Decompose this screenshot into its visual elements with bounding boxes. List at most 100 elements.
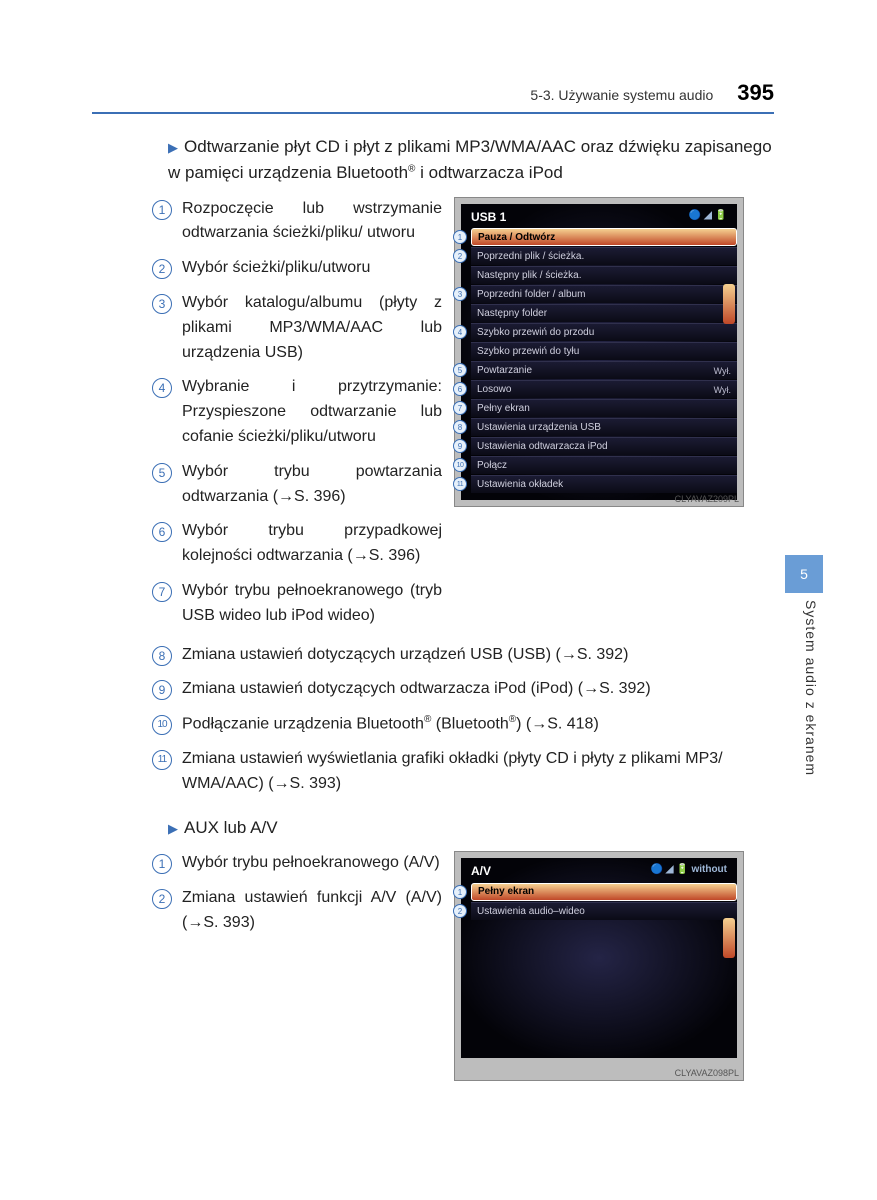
number-circle-icon: 1 — [152, 200, 172, 220]
menu-button[interactable]: Ustawienia odtwarzacza iPod — [471, 437, 737, 455]
list-item: 9 Zmiana ustawień dotyczących odtwarzacza… — [152, 677, 772, 702]
section-title: 5-3. Używanie systemu audio — [530, 87, 713, 103]
menu-button-label: Ustawienia audio–wideo — [477, 906, 585, 917]
scroll-handle-icon — [723, 918, 735, 958]
callout-number-icon: 2 — [453, 904, 467, 918]
list-item-text: Wybranie i przytrzymanie: Przyspieszone … — [182, 375, 442, 449]
callout-number-icon: 3 — [453, 287, 467, 301]
menu-button[interactable]: Pełny ekran — [471, 883, 737, 901]
number-circle-icon: 9 — [152, 680, 172, 700]
callout-number-icon: 7 — [453, 401, 467, 415]
menu-button[interactable]: Szybko przewiń do przodu — [471, 323, 737, 341]
number-circle-icon: 8 — [152, 646, 172, 666]
menu-button[interactable]: Pełny ekran — [471, 399, 737, 417]
number-circle-icon: 2 — [152, 259, 172, 279]
menu-button[interactable]: LosowoWył. — [471, 380, 737, 398]
screen-title: USB 1 — [471, 210, 506, 224]
menu-button-label: Szybko przewiń do przodu — [477, 327, 594, 338]
number-circle-icon: 2 — [152, 889, 172, 909]
callout-number-icon: 1 — [453, 885, 467, 899]
callout-number-icon: 5 — [453, 363, 467, 377]
menu-button-label: Następny folder — [477, 308, 547, 319]
list-item-text: Wybór trybu pełnoekranowego (tryb USB wi… — [182, 579, 442, 629]
menu-row: 7Pełny ekran — [461, 399, 737, 418]
menu-button[interactable]: PowtarzanieWył. — [471, 361, 737, 379]
menu-button[interactable]: Połącz — [471, 456, 737, 474]
callout-number-icon: 1 — [453, 230, 467, 244]
number-circle-icon: 11 — [152, 750, 172, 770]
number-circle-icon: 3 — [152, 294, 172, 314]
section-a-heading: ▶Odtwarzanie płyt CD i płyt z plikami MP… — [168, 134, 774, 187]
av-screenshot: A/V 🔵 ◢ 🔋 without 1Pełny ekran2Ustawieni… — [454, 851, 744, 1081]
screen-title: A/V — [471, 864, 491, 878]
list-item-text: Wybór trybu powtarzania odtwarzania (→S.… — [182, 460, 442, 510]
menu-button-label: Powtarzanie — [477, 365, 532, 376]
menu-button-label: Następny plik / ścieżka. — [477, 270, 582, 281]
scroll-handle-icon — [723, 284, 735, 324]
list-item-text: Zmiana ustawień dotyczących odtwarzacza … — [182, 677, 651, 702]
number-circle-icon: 4 — [152, 378, 172, 398]
chapter-label: System audio z ekranem — [803, 600, 819, 776]
list-item: 3 Wybór katalogu/albumu (płyty z plikami … — [152, 291, 442, 365]
list-item-text: Wybór katalogu/albumu (płyty z plikami M… — [182, 291, 442, 365]
menu-button-label: Pełny ekran — [477, 403, 530, 414]
menu-row: Szybko przewiń do tyłu — [461, 342, 737, 361]
menu-row: 1Pauza / Odtwórz — [461, 228, 737, 247]
status-icons: 🔵 ◢ 🔋 without — [651, 864, 727, 878]
menu-button[interactable]: Ustawienia urządzenia USB — [471, 418, 737, 436]
menu-button[interactable]: Pauza / Odtwórz — [471, 228, 737, 246]
menu-row: Następny folder — [461, 304, 737, 323]
menu-button-label: Pauza / Odtwórz — [478, 232, 555, 243]
menu-button-label: Pełny ekran — [478, 886, 534, 897]
menu-button[interactable]: Ustawienia okładek — [471, 475, 737, 493]
callout-number-icon: 4 — [453, 325, 467, 339]
menu-row: 6LosowoWył. — [461, 380, 737, 399]
menu-button[interactable]: Poprzedni folder / album — [471, 285, 737, 303]
menu-button-label: Poprzedni plik / ścieżka. — [477, 251, 584, 262]
list-item-text: Wybór trybu pełnoekranowego (A/V) — [182, 851, 440, 876]
list-item: 6Wybór trybu przypadkowej kolejności odt… — [152, 519, 442, 569]
menu-row: 1Pełny ekran — [461, 882, 737, 901]
usb-screenshot: USB 1 🔵 ◢ 🔋 1Pauza / Odtwórz2Poprzedni p… — [454, 197, 744, 507]
callout-number-icon: 8 — [453, 420, 467, 434]
list-item-text: Rozpoczęcie lub wstrzymanie odtwarzania … — [182, 197, 442, 247]
menu-row: 5PowtarzanieWył. — [461, 361, 737, 380]
number-circle-icon: 1 — [152, 854, 172, 874]
image-reference: CLYAVAZ098PL — [675, 1068, 739, 1078]
callout-number-icon: 9 — [453, 439, 467, 453]
list-item: 4 Wybranie i przytrzymanie: Przyspieszone… — [152, 375, 442, 449]
image-reference: CLYAVAZ209PL — [675, 494, 739, 504]
menu-row: 11Ustawienia okładek — [461, 475, 737, 494]
page-number: 395 — [737, 80, 774, 106]
list-item: 5 Wybór trybu powtarzania odtwarzania (→S… — [152, 460, 442, 510]
menu-button-label: Losowo — [477, 384, 511, 395]
menu-row: 4Szybko przewiń do przodu — [461, 323, 737, 342]
chapter-tab: 5 — [785, 555, 823, 593]
callout-number-icon: 10 — [453, 458, 467, 472]
list-item-text: Zmiana ustawień funkcji A/V (A/V) (→S. 3… — [182, 886, 442, 936]
number-circle-icon: 10 — [152, 715, 172, 735]
number-circle-icon: 7 — [152, 582, 172, 602]
menu-row: Następny plik / ścieżka. — [461, 266, 737, 285]
status-icons: 🔵 ◢ 🔋 — [689, 210, 727, 224]
section-b-heading: ▶AUX lub A/V — [168, 815, 774, 841]
menu-button[interactable]: Następny plik / ścieżka. — [471, 266, 737, 284]
menu-row: 9Ustawienia odtwarzacza iPod — [461, 437, 737, 456]
menu-row: 10Połącz — [461, 456, 737, 475]
menu-button[interactable]: Poprzedni plik / ścieżka. — [471, 247, 737, 265]
callout-number-icon: 6 — [453, 382, 467, 396]
list-item: 2Wybór ścieżki/pliku/utworu — [152, 256, 442, 281]
callout-number-icon: 11 — [453, 477, 467, 491]
number-circle-icon: 5 — [152, 463, 172, 483]
menu-button[interactable]: Następny folder — [471, 304, 737, 322]
menu-button-label: Ustawienia odtwarzacza iPod — [477, 441, 608, 452]
list-item: 1 Rozpoczęcie lub wstrzymanie odtwarzania… — [152, 197, 442, 247]
menu-row: 3Poprzedni folder / album — [461, 285, 737, 304]
callout-number-icon: 2 — [453, 249, 467, 263]
menu-button[interactable]: Ustawienia audio–wideo — [471, 902, 737, 920]
menu-button-label: Ustawienia okładek — [477, 479, 563, 490]
menu-button-label: Połącz — [477, 460, 507, 471]
menu-button[interactable]: Szybko przewiń do tyłu — [471, 342, 737, 360]
page-header: 5-3. Używanie systemu audio 395 — [92, 80, 774, 114]
list-item: 11Zmiana ustawień wyświetlania grafiki o… — [152, 747, 772, 797]
